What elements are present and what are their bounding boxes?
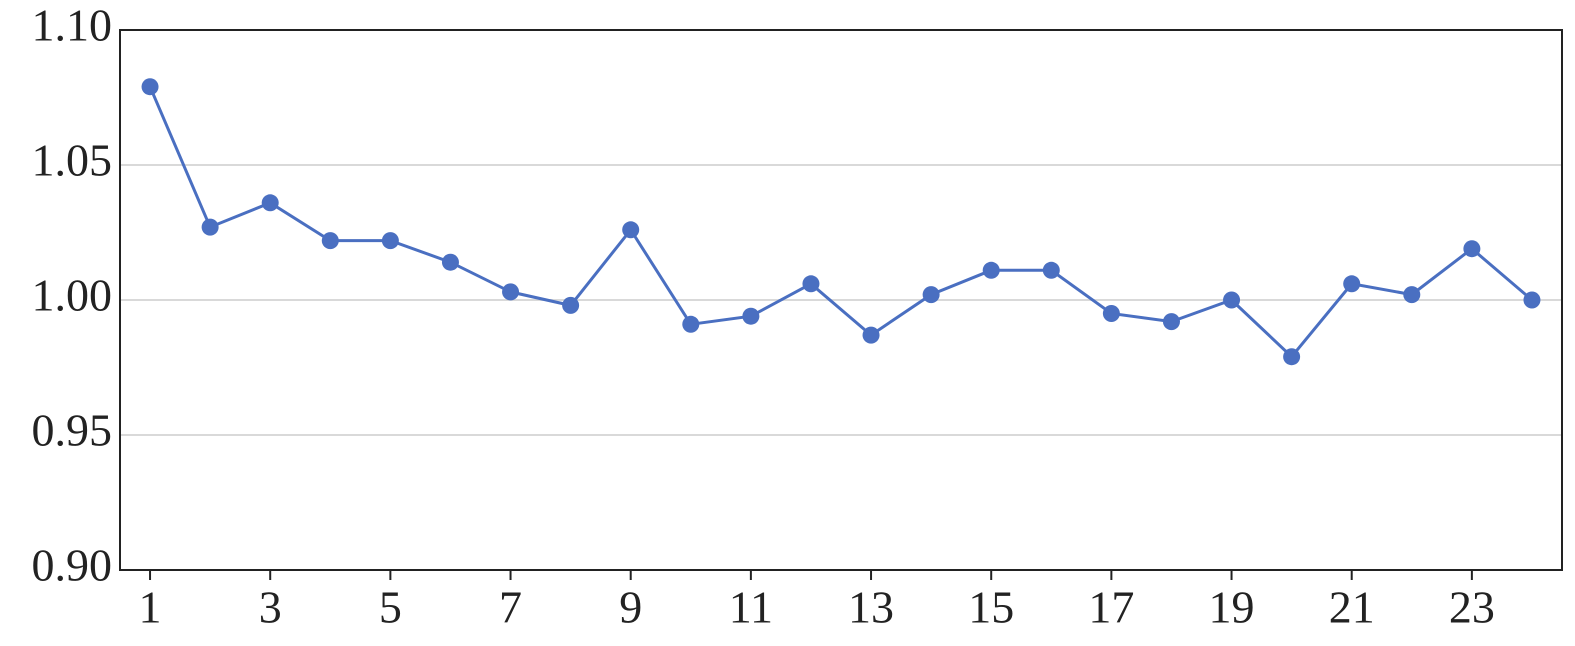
x-tick-label: 9 [619,582,642,633]
x-tick-label: 21 [1329,582,1375,633]
point [1162,313,1180,331]
x-tick-label: 1 [139,582,162,633]
y-tick-label: 0.90 [32,540,113,591]
point [742,307,760,325]
point [502,283,520,301]
x-tick-label: 17 [1088,582,1134,633]
point [1102,305,1120,322]
point [261,194,279,212]
point [562,296,580,314]
x-tick-label: 5 [379,582,402,633]
x-tick-label: 11 [729,582,773,633]
x-tick-label: 13 [848,582,894,633]
point [141,78,159,96]
x-tick-label: 15 [968,582,1014,633]
y-tick-label: 1.10 [32,0,113,51]
point [381,232,399,250]
point [1042,261,1060,279]
plot-frame [119,29,1563,571]
x-tick-label: 7 [499,582,522,633]
point [1463,240,1481,258]
series-line [148,86,1533,359]
x-tick-label: 3 [259,582,282,633]
point [201,218,219,236]
point [682,315,700,333]
point [1283,348,1301,366]
point [802,275,820,293]
x-tick-label: 19 [1209,582,1255,633]
point [1523,291,1541,309]
point [922,286,940,304]
point [982,261,1000,279]
x-tick-label: 23 [1449,582,1495,633]
point [862,326,880,344]
point [1223,291,1241,309]
point [321,232,339,250]
point [441,253,459,271]
y-tick-label: 0.95 [32,405,113,456]
point [1403,286,1421,304]
y-tick-label: 1.05 [32,135,113,186]
point [622,221,640,239]
y-tick-label: 1.00 [32,270,113,321]
point [1343,275,1361,293]
